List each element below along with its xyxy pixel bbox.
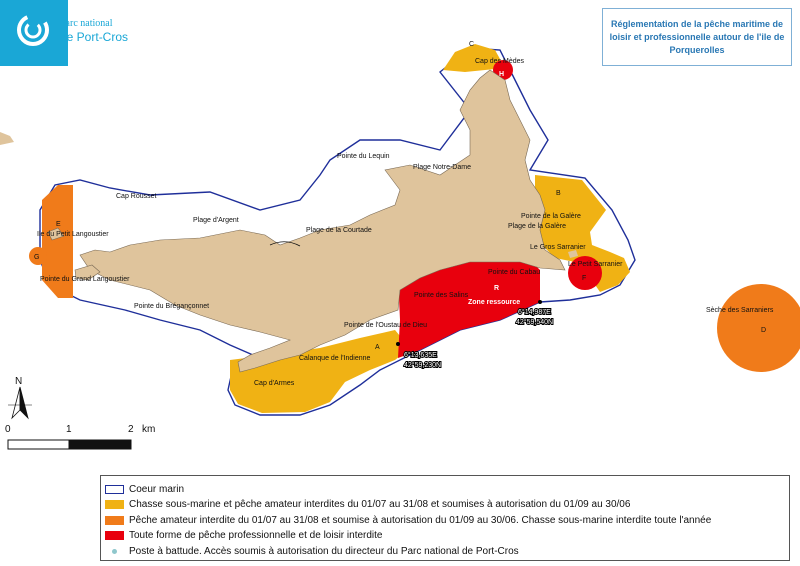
legend-item-orange: Pêche amateur interdite du 01/07 au 31/0… — [105, 515, 711, 530]
mainland-edge — [0, 132, 14, 145]
legend-swatch-red — [105, 531, 124, 540]
label-cap-rousset: Cap Rousset — [116, 193, 157, 200]
map-title: Réglementation de la pêche maritime de l… — [602, 8, 792, 66]
legend-item-yellow: Chasse sous-marine et pêche amateur inte… — [105, 499, 630, 514]
label-pointe-oustau: Pointe de l'Oustau de Dieu — [344, 322, 427, 329]
north-label: N — [15, 376, 22, 387]
label-pointe-cabau: Pointe du Cabau — [488, 269, 540, 276]
zone-g-orange — [29, 247, 47, 265]
legend-label: Pêche amateur interdite du 01/07 au 31/0… — [129, 515, 712, 526]
zone-f-red — [568, 256, 602, 290]
islet-gros-sarranier — [568, 250, 578, 258]
zone-label-b: B — [556, 190, 561, 197]
zone-c-yellow — [443, 44, 505, 72]
label-calanque-indienne: Calanque de l'Indienne — [299, 355, 371, 362]
map-legend: Coeur marin Chasse sous-marine et pêche … — [100, 475, 790, 561]
legend-label: Toute forme de pêche professionnelle et … — [129, 530, 383, 541]
label-pointe-salins: Pointe des Salins — [414, 292, 469, 299]
label-gros-sarranier: Le Gros Sarranier — [530, 244, 586, 251]
zone-d-orange — [717, 284, 800, 372]
legend-swatch-yellow — [105, 500, 124, 509]
bay-outline — [269, 241, 301, 247]
coord-1-lon: 6°14,987E — [518, 308, 551, 316]
zone-label-g: G — [34, 254, 39, 261]
logo-line-1: Parc national — [60, 18, 113, 29]
legend-swatch-dot — [105, 547, 124, 556]
island-porquerolles — [79, 69, 566, 373]
legend-swatch-orange — [105, 516, 124, 525]
zone-label-f: F — [582, 275, 586, 282]
scale-bar — [7, 439, 132, 450]
north-arrow-icon — [8, 386, 32, 420]
zone-label-c: C — [469, 41, 474, 48]
coord-point-1 — [538, 300, 542, 304]
label-plage-galere: Plage de la Galère — [508, 223, 566, 230]
logo-text: Parc national de Port-Cros — [0, 0, 140, 66]
label-pointe-galere: Pointe de la Galère — [521, 213, 581, 220]
legend-label: Coeur marin — [129, 484, 185, 495]
legend-item-coeur-marin: Coeur marin — [105, 484, 184, 499]
label-cap-des-medes: Cap des Mèdes — [475, 58, 525, 65]
ile-petit-langoustier — [47, 227, 65, 241]
label-zone-ressource: Zone ressource — [468, 299, 520, 306]
legend-label: Poste à battude. Accès soumis à autorisa… — [129, 546, 519, 557]
coord-2-lat: 42°59,230N — [404, 361, 441, 369]
label-ile-petit-langoustier: Ile du Petit Langoustier — [37, 231, 109, 238]
spiral-logo-icon — [17, 14, 49, 46]
label-petit-sarranier: Le Petit Sarranier — [568, 261, 623, 268]
label-cap-arme: Cap d'Armes — [254, 380, 295, 387]
zone-label-e: E — [56, 221, 61, 228]
scale-label-1: 1 — [66, 424, 72, 435]
legend-item-red: Toute forme de pêche professionnelle et … — [105, 530, 382, 545]
label-plage-notre-dame: Plage Notre-Dame — [413, 164, 471, 171]
coord-point-2 — [396, 342, 400, 346]
park-logo — [0, 0, 68, 66]
zone-a-yellow — [230, 330, 410, 413]
zone-label-a: A — [375, 344, 380, 351]
label-pointe-lequin: Pointe du Lequin — [337, 153, 390, 160]
logo-line-2: de Port-Cros — [60, 30, 129, 44]
label-plage-argent: Plage d'Argent — [193, 217, 239, 224]
zone-e-orange — [42, 185, 73, 298]
legend-swatch-outline — [105, 485, 124, 494]
legend-item-poste: Poste à battude. Accès soumis à autorisa… — [105, 546, 519, 561]
coord-2-lon: 6°13,635E — [404, 351, 437, 359]
zone-label-r: R — [494, 285, 499, 292]
legend-label: Chasse sous-marine et pêche amateur inte… — [129, 499, 631, 510]
scale-label-km: km — [142, 424, 156, 435]
label-seche-sarraniers: Sèche des Sarraniers — [706, 307, 774, 314]
label-plage-courtade: Plage de la Courtade — [306, 227, 372, 234]
scale-label-0: 0 — [5, 424, 11, 435]
zone-r-red — [398, 262, 540, 358]
scale-label-2: 2 — [128, 424, 134, 435]
zone-label-d: D — [761, 327, 766, 334]
label-pointe-grand-langoustier: Pointe du Grand Langoustier — [40, 276, 130, 283]
zone-label-h: H — [499, 71, 504, 78]
label-pointe-bregancon: Pointe du Brégançonnet — [134, 303, 209, 310]
grand-langoustier-land — [74, 264, 101, 281]
coord-1-lat: 42°59,540N — [516, 318, 553, 326]
zone-b-yellow — [535, 175, 630, 292]
